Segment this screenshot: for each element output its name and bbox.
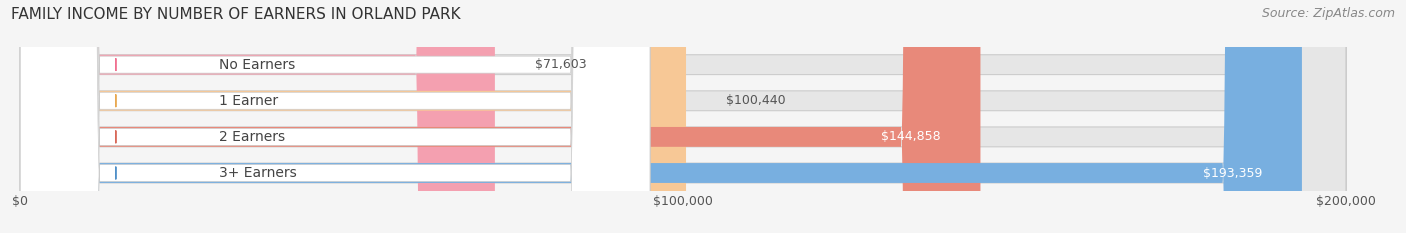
Text: Source: ZipAtlas.com: Source: ZipAtlas.com bbox=[1261, 7, 1395, 20]
Text: $71,603: $71,603 bbox=[534, 58, 586, 71]
Text: 3+ Earners: 3+ Earners bbox=[219, 166, 297, 180]
Text: FAMILY INCOME BY NUMBER OF EARNERS IN ORLAND PARK: FAMILY INCOME BY NUMBER OF EARNERS IN OR… bbox=[11, 7, 461, 22]
FancyBboxPatch shape bbox=[20, 0, 495, 233]
FancyBboxPatch shape bbox=[20, 0, 1346, 233]
Text: $193,359: $193,359 bbox=[1202, 167, 1263, 179]
FancyBboxPatch shape bbox=[20, 0, 1346, 233]
FancyBboxPatch shape bbox=[20, 0, 650, 233]
FancyBboxPatch shape bbox=[20, 0, 1302, 233]
Text: 1 Earner: 1 Earner bbox=[219, 94, 278, 108]
FancyBboxPatch shape bbox=[20, 0, 686, 233]
FancyBboxPatch shape bbox=[20, 0, 650, 233]
FancyBboxPatch shape bbox=[20, 0, 980, 233]
FancyBboxPatch shape bbox=[20, 0, 650, 233]
FancyBboxPatch shape bbox=[20, 0, 650, 233]
Text: 2 Earners: 2 Earners bbox=[219, 130, 285, 144]
FancyBboxPatch shape bbox=[20, 0, 1346, 233]
Text: No Earners: No Earners bbox=[219, 58, 295, 72]
FancyBboxPatch shape bbox=[20, 0, 1346, 233]
Text: $144,858: $144,858 bbox=[882, 130, 941, 143]
Text: $100,440: $100,440 bbox=[725, 94, 786, 107]
